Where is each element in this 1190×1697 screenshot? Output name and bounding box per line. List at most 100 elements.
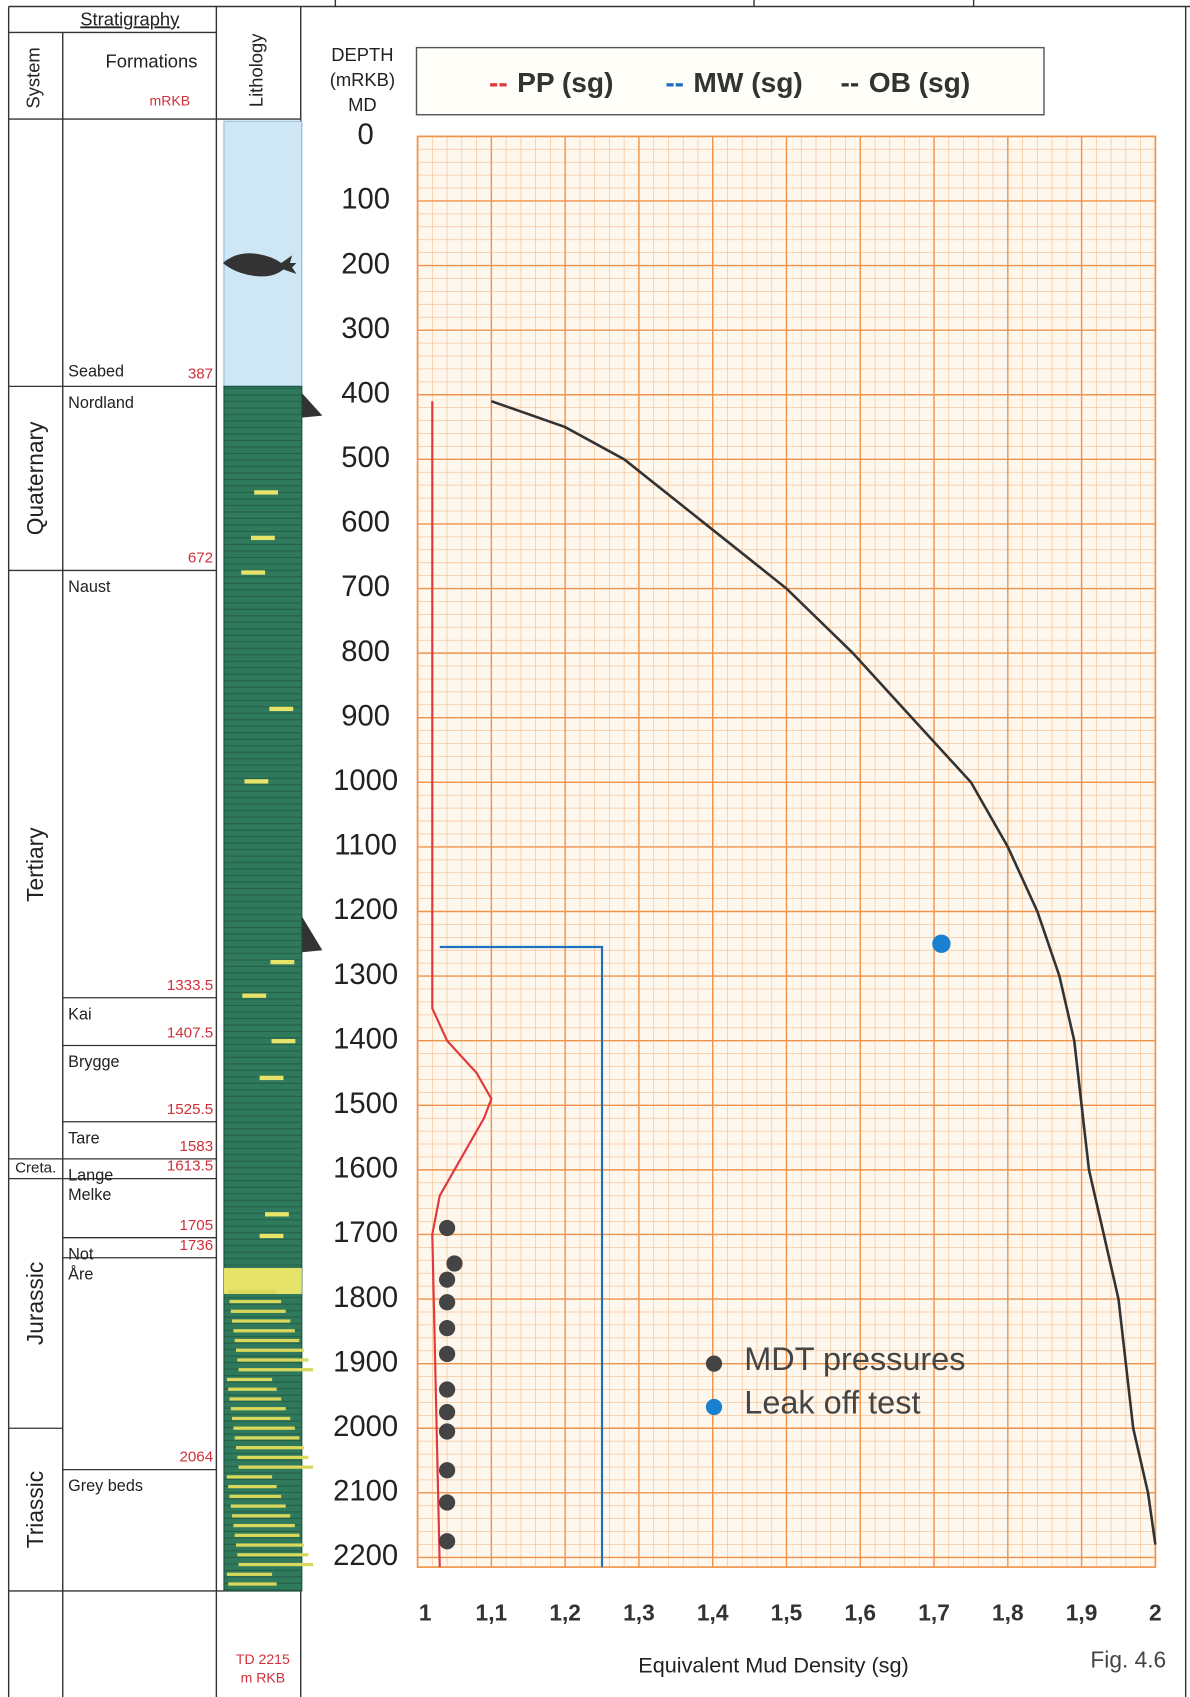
sand-streak [241, 570, 266, 575]
sand-streak [237, 1455, 309, 1460]
data-point [438, 1462, 456, 1479]
y-tick-label: 100 [341, 184, 390, 216]
sand-streak [234, 1533, 300, 1537]
sand-streak [232, 1514, 291, 1518]
lithology-sand [223, 1268, 302, 1294]
y-tick-label: 0 [358, 119, 374, 151]
sand-streak [269, 706, 294, 712]
y-tick-label: 2200 [333, 1540, 398, 1572]
legend-label: OB (sg) [869, 67, 971, 98]
formation-depth: 387 [188, 365, 213, 382]
formation-depth: 1525.5 [167, 1101, 213, 1118]
legend-swatch: -- [665, 67, 684, 98]
sand-streak [229, 1299, 282, 1304]
sand-streak [237, 1553, 309, 1557]
sand-streak [228, 1484, 277, 1489]
legend-swatch: -- [841, 67, 860, 98]
y-tick-label: 1100 [334, 830, 397, 862]
sand-streak [226, 1377, 273, 1382]
y-tick-label: 900 [341, 700, 390, 732]
sand-streak [234, 1436, 300, 1440]
legend-box [415, 46, 1045, 116]
data-point [438, 1533, 456, 1550]
sand-streak [230, 1407, 286, 1411]
formation-name: Lange [68, 1166, 113, 1184]
fish-icon [222, 253, 297, 277]
formation-depth: 1613.5 [167, 1158, 213, 1175]
formation-name: Not [68, 1245, 94, 1263]
series-line [439, 945, 604, 1568]
y-tick-label: 500 [341, 442, 390, 474]
y-tick-label: 300 [341, 313, 390, 345]
x-tick-label: 2 [1149, 1600, 1162, 1626]
sand-streak [270, 959, 295, 965]
plot-area [416, 135, 1157, 1568]
y-tick-label: 1900 [333, 1346, 398, 1378]
y-tick-label: 1000 [333, 765, 398, 797]
sand-streak [232, 1416, 291, 1421]
y-tick-label: 1600 [333, 1153, 398, 1185]
series-line [490, 399, 1157, 1545]
formation-depth: 2064 [179, 1449, 213, 1466]
sand-streak [233, 1523, 295, 1528]
x-tick-label: 1,7 [918, 1600, 950, 1626]
sand-streak [238, 1562, 313, 1567]
y-tick-label: 1300 [333, 959, 398, 991]
sand-streak [226, 1475, 273, 1479]
data-point [438, 1403, 456, 1421]
x-tick-label: 1,4 [697, 1600, 729, 1626]
y-tick-label: 600 [341, 507, 390, 539]
data-point [438, 1423, 456, 1440]
legend-label: MDT pressures [744, 1341, 965, 1377]
water [223, 120, 303, 387]
formation-depth: 1736 [179, 1237, 213, 1254]
formation-depth: 1583 [179, 1138, 213, 1155]
formation-depth: 1333.5 [167, 977, 213, 994]
formation-name: Melke [68, 1186, 111, 1204]
sand-streak [229, 1397, 282, 1401]
x-tick-label: 1,3 [623, 1600, 655, 1626]
sand-streak [238, 1368, 313, 1372]
data-point [438, 1294, 456, 1311]
y-tick-label: 1400 [333, 1023, 398, 1055]
y-axis-title: DEPTH [331, 44, 393, 65]
x-tick-label: 1 [419, 1600, 432, 1626]
y-tick-label: 1800 [333, 1282, 398, 1314]
formations-header: Formations [106, 51, 198, 72]
y-axis-title: MD [348, 94, 377, 115]
x-tick-label: 1,5 [771, 1600, 803, 1626]
sand-streak [259, 1075, 284, 1081]
system-name: Tertiary [22, 827, 48, 902]
sand-streak [250, 535, 275, 541]
td-label: m RKB [241, 1669, 285, 1685]
sand-streak [228, 1387, 277, 1391]
formation-name: Naust [68, 578, 111, 596]
sand-streak [233, 1329, 295, 1333]
x-tick-label: 1,9 [1066, 1600, 1098, 1626]
unit-header: mRKB [150, 92, 191, 108]
sand-streak [242, 993, 267, 998]
lithology-header: Lithology [245, 33, 266, 107]
system-name: Quaternary [22, 421, 48, 535]
sand-streak [237, 1358, 309, 1362]
strat-title: Stratigraphy [80, 8, 180, 29]
sand-streak [233, 1426, 295, 1430]
sand-streak [228, 1582, 277, 1586]
series-line [431, 401, 493, 1568]
formation-name: Brygge [68, 1053, 119, 1071]
legend-label: MW (sg) [693, 67, 802, 98]
figure-label: Fig. 4.6 [1090, 1646, 1166, 1672]
y-tick-label: 1200 [333, 894, 398, 926]
y-tick-label: 400 [341, 377, 390, 409]
data-point [438, 1271, 456, 1288]
system-header: System [22, 47, 43, 108]
sand-streak [244, 779, 269, 784]
data-point [932, 934, 951, 953]
sand-streak [229, 1494, 282, 1498]
system-name: Jurassic [22, 1262, 48, 1345]
x-axis-title: Equivalent Mud Density (sg) [638, 1652, 908, 1677]
legend-swatch: -- [489, 67, 508, 98]
sand-streak [235, 1348, 304, 1352]
legend-label: Leak off test [744, 1384, 920, 1420]
